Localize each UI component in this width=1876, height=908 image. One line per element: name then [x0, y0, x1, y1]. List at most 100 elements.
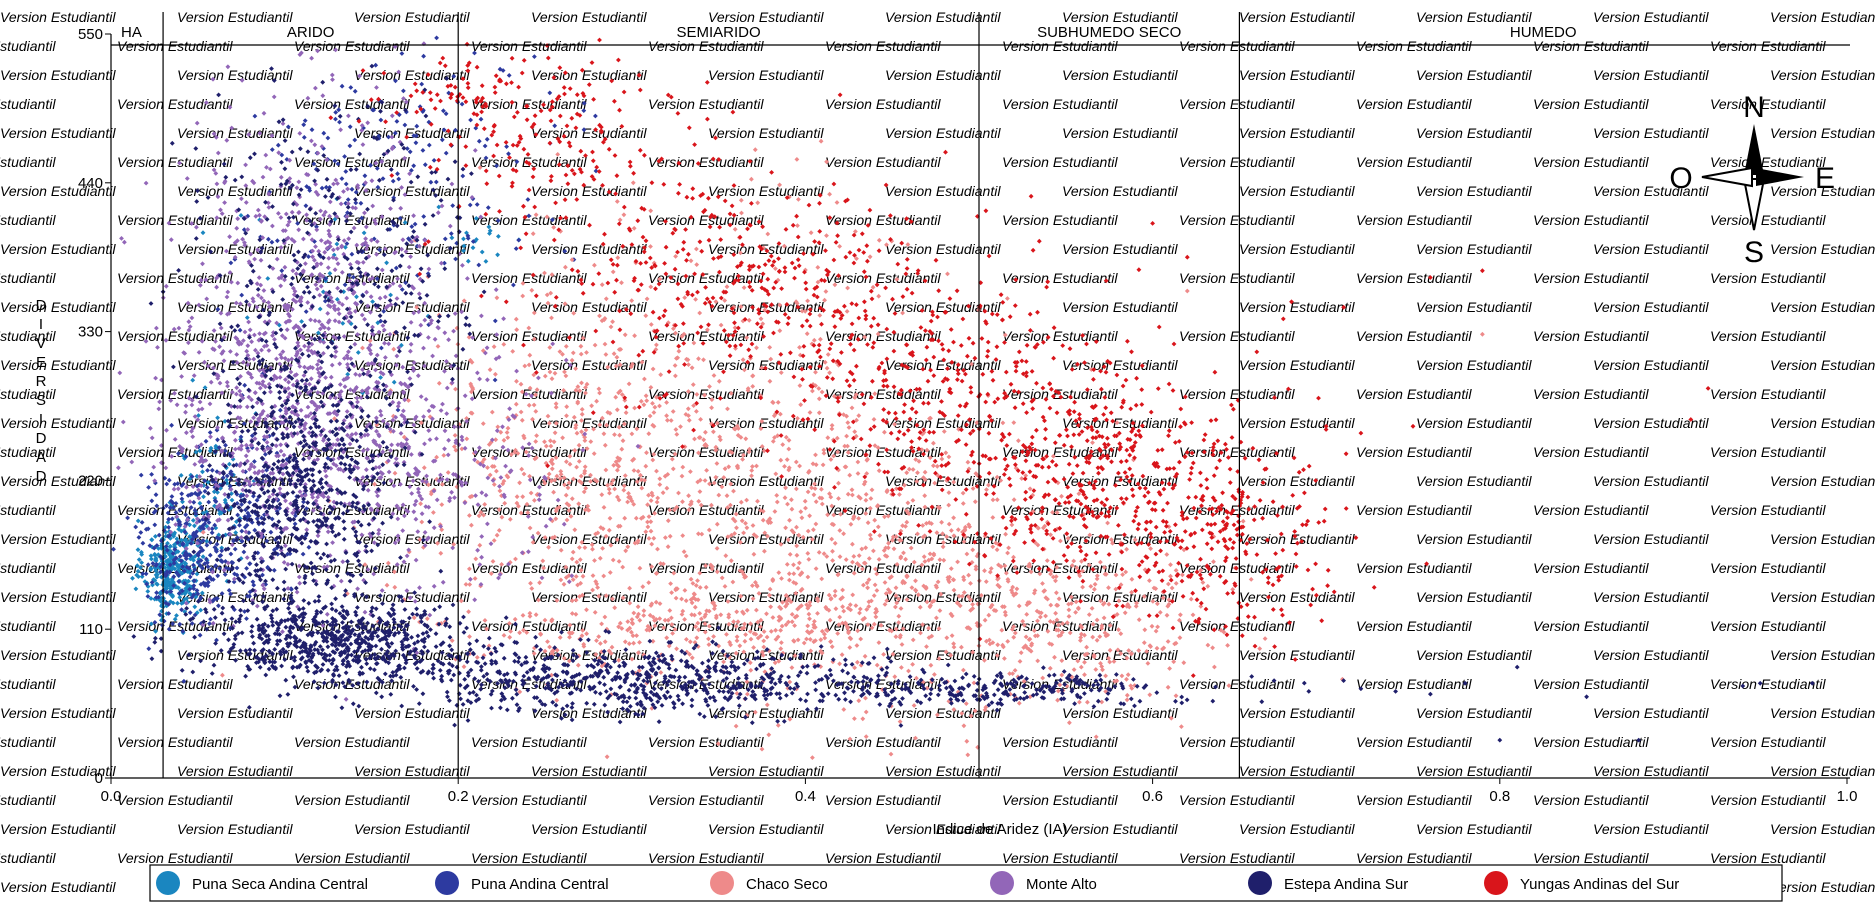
data-point-series-2 [620, 564, 626, 570]
watermark-text: Version Estudiantil [1770, 821, 1876, 837]
data-point-series-1 [413, 140, 419, 146]
watermark-text: Version Estudiantil [1356, 444, 1472, 460]
data-point-series-2 [816, 386, 822, 391]
data-point-series-2 [871, 593, 877, 599]
data-point-series-2 [807, 636, 813, 642]
data-point-series-2 [1040, 581, 1045, 586]
data-point-series-1 [347, 143, 353, 149]
data-point-series-2 [944, 635, 950, 641]
data-point-series-2 [1178, 724, 1184, 730]
data-point-series-1 [453, 256, 459, 262]
data-point-series-2 [651, 410, 657, 415]
data-point-series-3 [561, 521, 567, 527]
data-point-series-3 [404, 553, 410, 559]
data-point-series-1 [242, 382, 248, 388]
data-point-series-0 [178, 472, 184, 478]
data-point-series-1 [219, 548, 225, 554]
data-point-series-1 [348, 85, 354, 90]
data-point-series-3 [232, 446, 238, 452]
data-point-series-3 [335, 306, 341, 312]
watermark-text: Version Estudiantil [117, 154, 233, 170]
data-point-series-2 [1048, 602, 1054, 608]
watermark-text: Version Estudiantil [0, 589, 116, 605]
data-point-series-2 [868, 536, 874, 542]
data-point-series-3 [338, 127, 344, 133]
data-point-series-3 [256, 275, 262, 281]
data-point-series-3 [479, 554, 485, 560]
data-point-series-2 [1200, 580, 1206, 585]
watermark-text: Version Estudiantil [354, 705, 470, 721]
data-point-series-3 [434, 436, 439, 442]
data-point-series-2 [840, 604, 846, 610]
data-point-series-2 [718, 612, 724, 618]
watermark-text: Version Estudiantil [1356, 386, 1472, 402]
data-point-series-3 [413, 516, 419, 522]
data-point-series-3 [488, 541, 494, 547]
data-point-series-2 [563, 492, 569, 498]
data-point-series-2 [491, 538, 497, 543]
data-point-series-2 [602, 639, 608, 645]
data-point-series-3 [252, 256, 258, 262]
data-point-series-3 [312, 142, 318, 148]
data-point-series-3 [129, 459, 135, 465]
watermark-text: Version Estudiantil [1002, 38, 1118, 54]
watermark-text: Version Estudiantil [1593, 763, 1709, 779]
data-point-series-3 [308, 138, 314, 144]
watermark-text: Version Estudiantil [354, 9, 470, 25]
data-point-series-2 [436, 380, 442, 386]
data-point-series-2 [678, 424, 683, 430]
data-point-series-2 [773, 627, 779, 633]
watermark-text: Version Estudiantil [1062, 763, 1178, 779]
data-point-series-2 [492, 371, 498, 377]
data-point-series-2 [391, 346, 397, 352]
watermark-text: Version Estudiantil [1179, 386, 1295, 402]
data-point-series-3 [156, 406, 162, 412]
watermark-text: Version Estudiantil [531, 705, 647, 721]
watermark-text: Version Estudiantil [1416, 183, 1532, 199]
data-point-series-2 [823, 289, 829, 294]
data-point-series-2 [743, 520, 748, 526]
data-point-series-3 [261, 110, 267, 116]
data-point-series-2 [1016, 700, 1022, 706]
data-point-series-2 [730, 579, 736, 585]
data-point-series-2 [654, 468, 659, 474]
data-point-series-2 [784, 457, 790, 463]
data-point-series-2 [888, 751, 894, 757]
data-point-series-2 [862, 653, 868, 659]
data-point-series-2 [1125, 672, 1131, 678]
watermark-text: Version Estudiantil [1179, 96, 1295, 112]
data-point-series-0 [139, 560, 145, 566]
watermark-text: Version Estudiantil [1710, 734, 1826, 750]
data-point-series-2 [689, 365, 695, 371]
watermark-text: Version Estudiantil [1356, 96, 1472, 112]
data-point-series-3 [478, 313, 484, 319]
data-point-series-2 [554, 697, 560, 703]
data-point-series-2 [846, 425, 852, 430]
data-point-series-2 [592, 609, 598, 615]
data-point-series-2 [672, 373, 678, 379]
watermark-text: Version Estudiantil [1356, 212, 1472, 228]
data-point-series-2 [847, 472, 853, 478]
watermark-text: Version Estudiantil [1179, 270, 1295, 286]
watermark-text: Version Estudiantil [0, 38, 56, 54]
data-point-series-2 [718, 322, 724, 328]
data-point-series-2 [813, 521, 819, 527]
data-point-series-2 [770, 615, 776, 620]
data-point-series-2 [1048, 532, 1054, 538]
data-point-series-2 [1056, 596, 1062, 602]
data-point-series-3 [338, 578, 344, 584]
data-point-series-2 [1055, 697, 1061, 703]
data-point-series-2 [714, 521, 720, 527]
data-point-series-1 [133, 524, 139, 530]
data-point-series-2 [679, 473, 685, 479]
watermark-text: Version Estudiantil [531, 67, 647, 83]
data-point-series-2 [965, 752, 971, 758]
data-point-series-0 [201, 494, 206, 500]
data-point-series-2 [716, 492, 722, 498]
data-point-series-3 [222, 200, 228, 206]
data-point-series-2 [901, 550, 906, 556]
data-point-series-2 [504, 430, 510, 435]
data-point-series-2 [549, 315, 554, 321]
watermark-text: Version Estudiantil [1533, 270, 1649, 286]
watermark-text: Version Estudiantil [1356, 676, 1472, 692]
